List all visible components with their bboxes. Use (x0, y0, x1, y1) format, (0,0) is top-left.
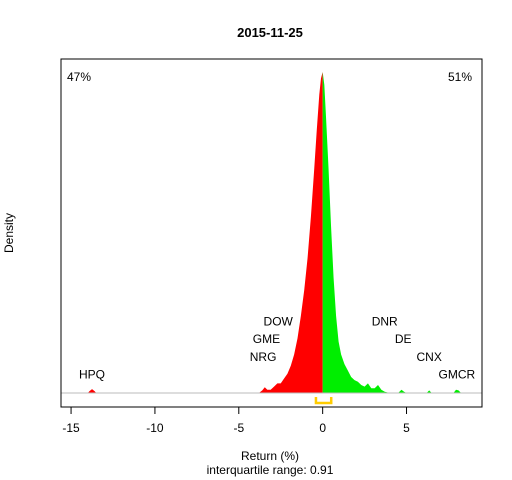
x-axis: -15 -10 -5 0 5 (62, 406, 410, 435)
annotation-cnx: CNX (416, 350, 441, 364)
x-tick-label: -5 (233, 421, 244, 435)
x-axis-subtitle: interquartile range: 0.91 (207, 463, 334, 477)
annotation-nrg: NRG (250, 350, 277, 364)
annotation-hpq: HPQ (79, 368, 105, 382)
negative-density-area (87, 72, 323, 393)
x-tick-label: 0 (319, 421, 326, 435)
x-tick-label: -10 (146, 421, 164, 435)
iqr-bracket (314, 397, 333, 405)
x-axis-label: Return (%) (241, 449, 299, 463)
x-tick-label: 5 (403, 421, 410, 435)
chart-title: 2015-11-25 (237, 25, 303, 40)
positive-density-area (322, 72, 462, 393)
annotation-gmcr: GMCR (439, 368, 476, 382)
plot-area: HPQ NRG GME DOW DNR DE CNX GMCR (61, 72, 482, 405)
annotation-dnr: DNR (372, 315, 398, 329)
positive-percent-label: 51% (448, 70, 472, 84)
annotation-gme: GME (253, 332, 280, 346)
annotation-de: DE (395, 332, 412, 346)
x-tick-label: -15 (62, 421, 80, 435)
y-axis-label: Density (2, 213, 16, 253)
annotation-dow: DOW (264, 315, 294, 329)
negative-percent-label: 47% (67, 70, 91, 84)
